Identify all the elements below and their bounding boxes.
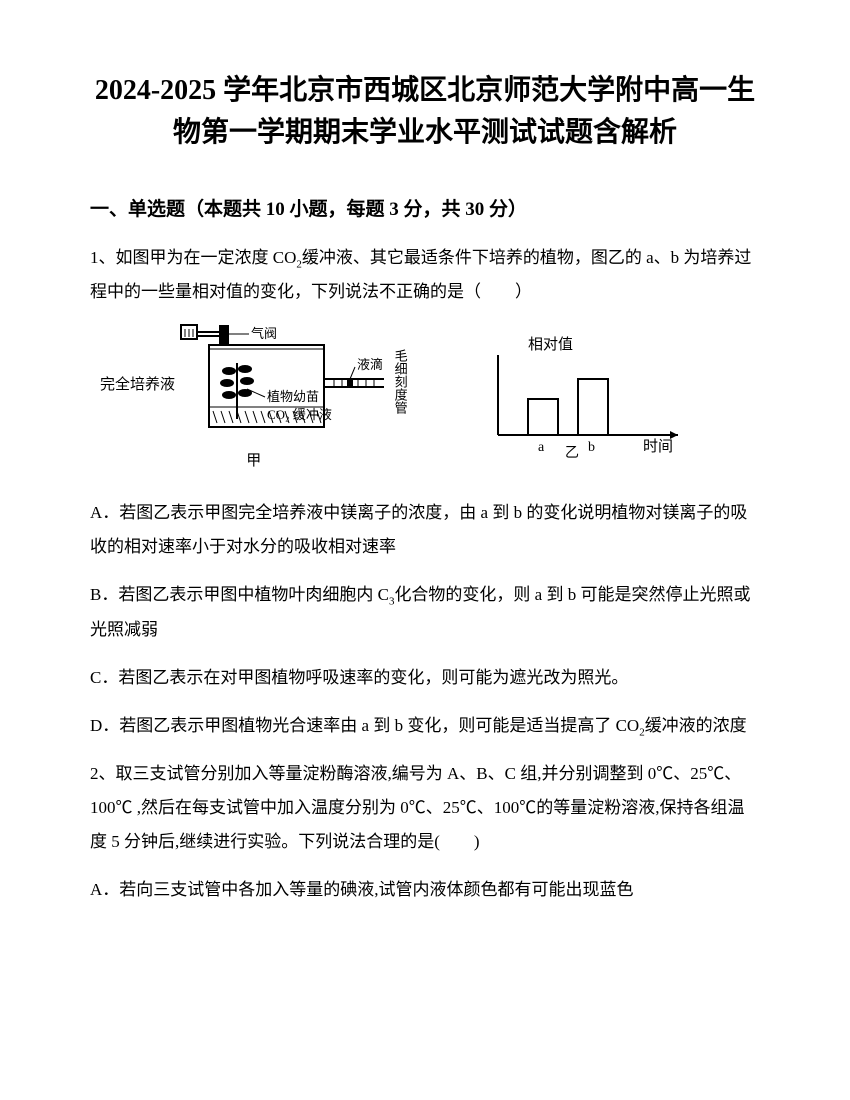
bar-a <box>528 399 558 435</box>
q1-stem-part1: 1、如图甲为在一定浓度 CO <box>90 248 296 267</box>
q1-option-b: B．若图乙表示甲图中植物叶肉细胞内 C3化合物的变化，则 a 到 b 可能是突然… <box>90 578 760 646</box>
q1-option-c: C．若图乙表示在对甲图植物呼吸速率的变化，则可能为遮光改为照光。 <box>90 661 760 695</box>
yi-y-label: 相对值 <box>528 336 573 353</box>
valve-label: 气阀 <box>251 326 277 341</box>
figure-yi-svg: 相对值 a 乙 b 时间 <box>478 335 688 465</box>
drop-label: 液滴 <box>357 357 383 372</box>
section-1-header: 一、单选题（本题共 10 小题，每题 3 分，共 30 分） <box>90 194 760 221</box>
yi-caption: 乙 <box>565 445 579 461</box>
yi-x-label: 时间 <box>643 438 673 455</box>
q1-optd-part1: D．若图乙表示甲图植物光合速率由 a 到 b 变化，则可能是适当提高了 CO <box>90 716 639 735</box>
bar-b <box>578 379 608 435</box>
q1-optd-part2: 缓冲液的浓度 <box>645 716 747 735</box>
seedling-label: 植物幼苗 <box>267 389 319 404</box>
bar-a-label: a <box>538 440 545 455</box>
q1-option-d: D．若图乙表示甲图植物光合速率由 a 到 b 变化，则可能是适当提高了 CO2缓… <box>90 709 760 743</box>
figure-jia-svg: 气阀 <box>179 323 389 443</box>
figure-jia-container: 完全培养液 气阀 <box>100 323 408 470</box>
fig-jia-left-label: 完全培养液 <box>100 373 175 394</box>
fig-jia-caption: 甲 <box>100 449 408 470</box>
q1-figures: 完全培养液 气阀 <box>90 323 760 470</box>
exam-title: 2024-2025 学年北京市西城区北京师范大学附中高一生物第一学期期末学业水平… <box>90 70 760 154</box>
bar-b-label: b <box>588 440 595 455</box>
q1-optb-part1: B．若图乙表示甲图中植物叶肉细胞内 C <box>90 585 389 604</box>
fig-jia-tube-label: 毛细刻度管 <box>392 349 408 418</box>
q2-option-a: A．若向三支试管中各加入等量的碘液,试管内液体颜色都有可能出现蓝色 <box>90 873 760 907</box>
buffer-label: CO₂ 缓冲液 <box>267 407 332 422</box>
q2-stem: 2、取三支试管分别加入等量淀粉酶溶液,编号为 A、B、C 组,并分别调整到 0℃… <box>90 757 760 859</box>
tube-label-text: 毛细刻度管 <box>392 349 408 414</box>
q1-option-a: A．若图乙表示甲图完全培养液中镁离子的浓度，由 a 到 b 的变化说明植物对镁离… <box>90 496 760 564</box>
q1-stem: 1、如图甲为在一定浓度 CO2缓冲液、其它最适条件下培养的植物，图乙的 a、b … <box>90 241 760 309</box>
figure-yi-container: 相对值 a 乙 b 时间 <box>478 335 688 470</box>
